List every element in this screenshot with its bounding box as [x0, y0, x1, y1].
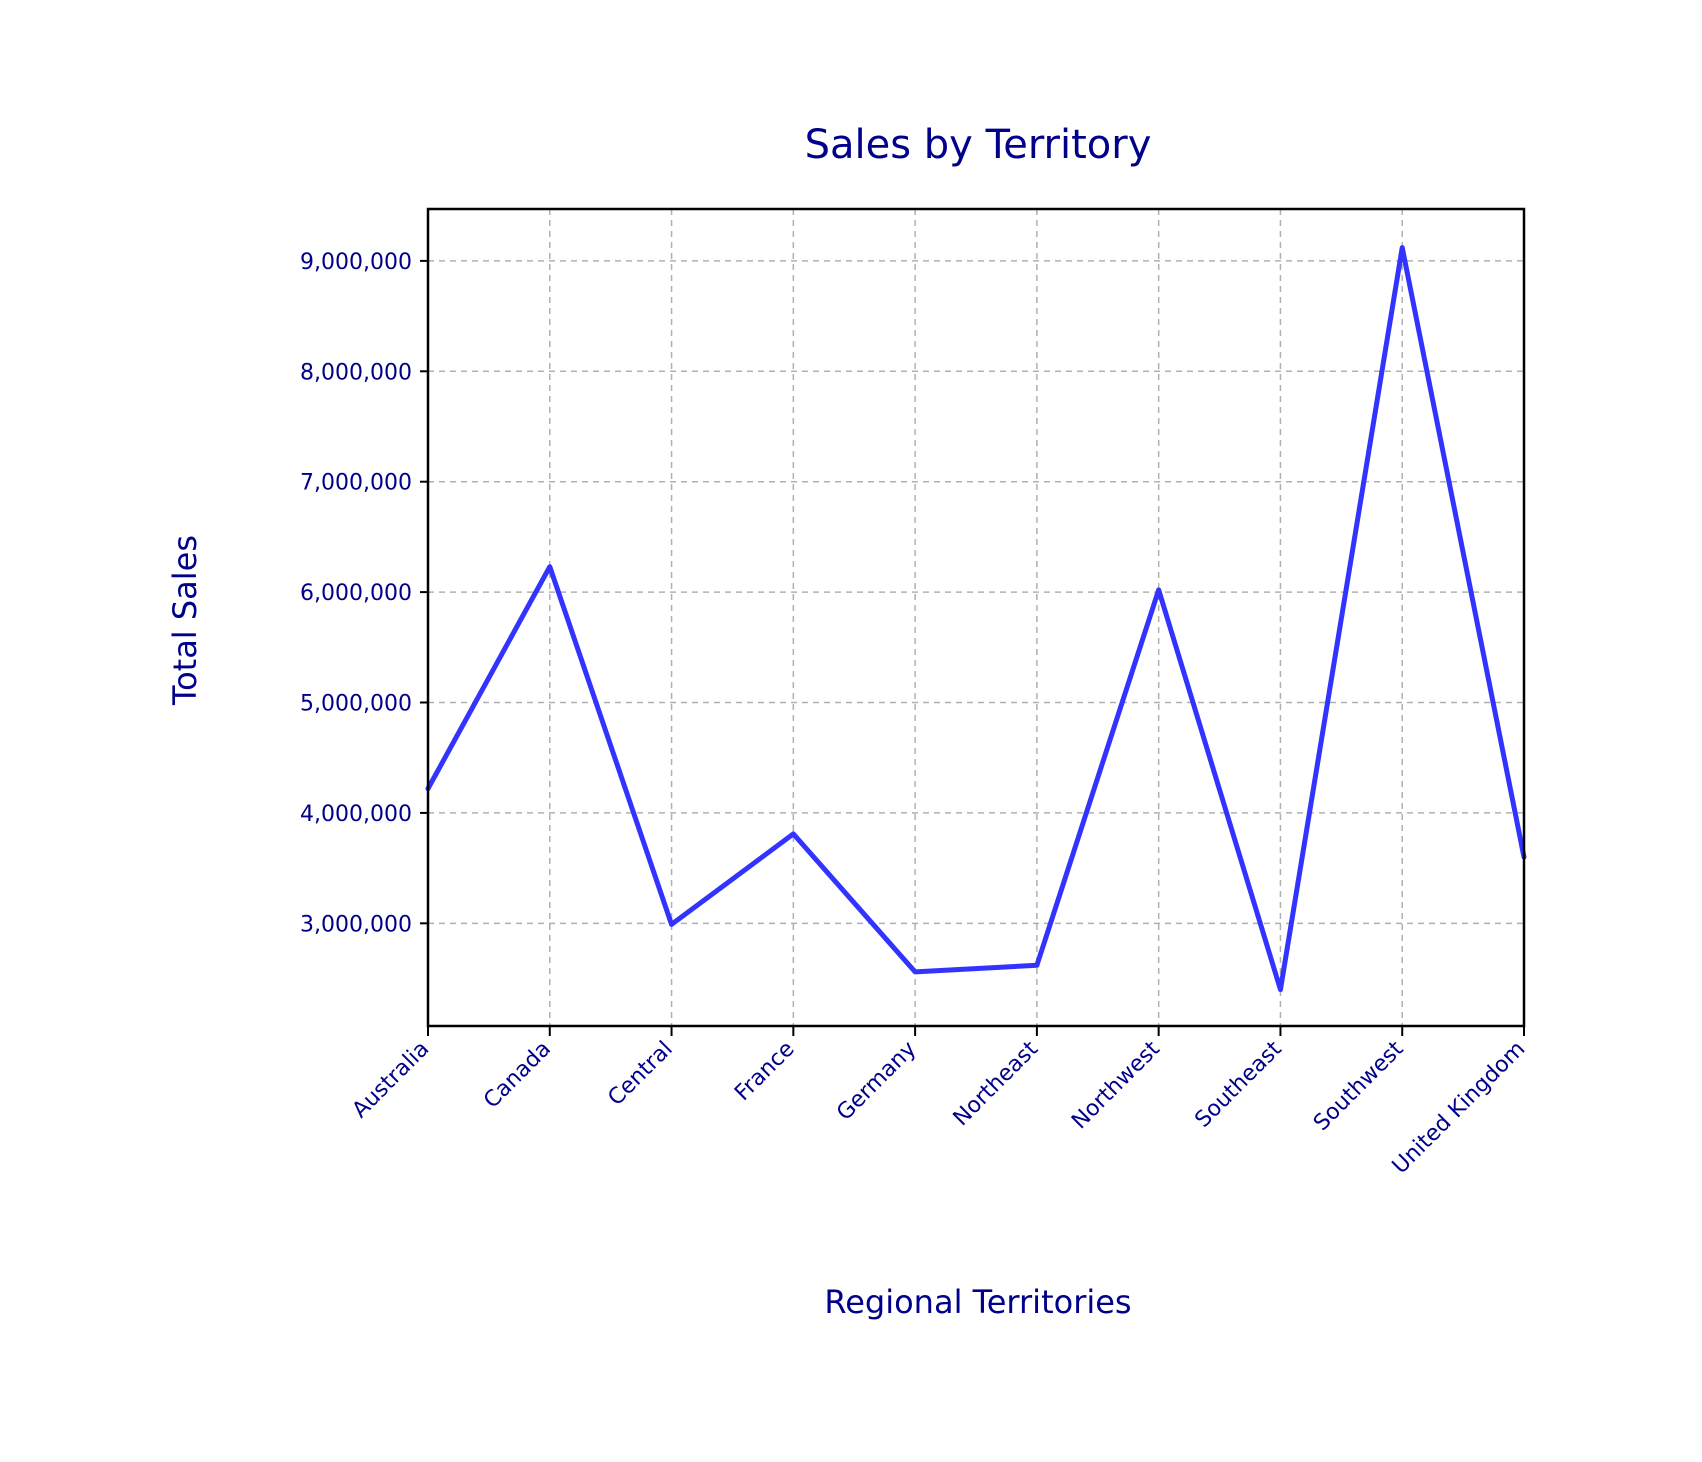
data-point [1279, 989, 1281, 991]
x-tick-label: Northwest [1067, 1036, 1165, 1134]
series-line [425, 245, 1527, 993]
x-tick-label: France [730, 1037, 799, 1106]
data-point [792, 833, 794, 835]
y-tick-label: 6,000,000 [300, 581, 412, 606]
y-axis-label: Total Sales [166, 535, 204, 706]
chart-title: Sales by Territory [805, 122, 1152, 168]
y-tick-label: 4,000,000 [300, 802, 412, 827]
y-tick-label: 3,000,000 [300, 912, 412, 937]
grid-lines [427, 209, 1525, 1026]
x-tick-label: Germany [832, 1037, 921, 1126]
y-axis-ticks: 3,000,000 4,000,000 5,000,000 6,000,000 7,00… [300, 250, 428, 937]
x-tick-label: Southwest [1309, 1036, 1409, 1136]
data-point [1401, 247, 1403, 249]
plot-frame [426, 207, 1526, 1028]
x-tick-label: United Kingdom [1388, 1037, 1531, 1180]
x-axis-ticks: Australia Canada Central France Germany North… [348, 1026, 1530, 1179]
data-point [1036, 964, 1038, 966]
x-tick-label: Australia [348, 1037, 434, 1123]
y-tick-label: 7,000,000 [300, 471, 412, 496]
data-point [671, 923, 673, 925]
x-tick-label: Central [603, 1037, 677, 1111]
series-group [425, 245, 1527, 993]
data-point [549, 566, 551, 568]
y-tick-label: 8,000,000 [300, 360, 412, 385]
y-tick-label: 9,000,000 [300, 250, 412, 275]
x-axis-label: Regional Territories [824, 1283, 1131, 1321]
x-tick-label: Northeast [949, 1036, 1044, 1131]
y-tick-label: 5,000,000 [300, 692, 412, 717]
x-tick-label: Canada [479, 1037, 556, 1114]
data-point [914, 971, 916, 973]
data-point [1158, 589, 1160, 591]
x-tick-label: Southeast [1190, 1036, 1286, 1132]
